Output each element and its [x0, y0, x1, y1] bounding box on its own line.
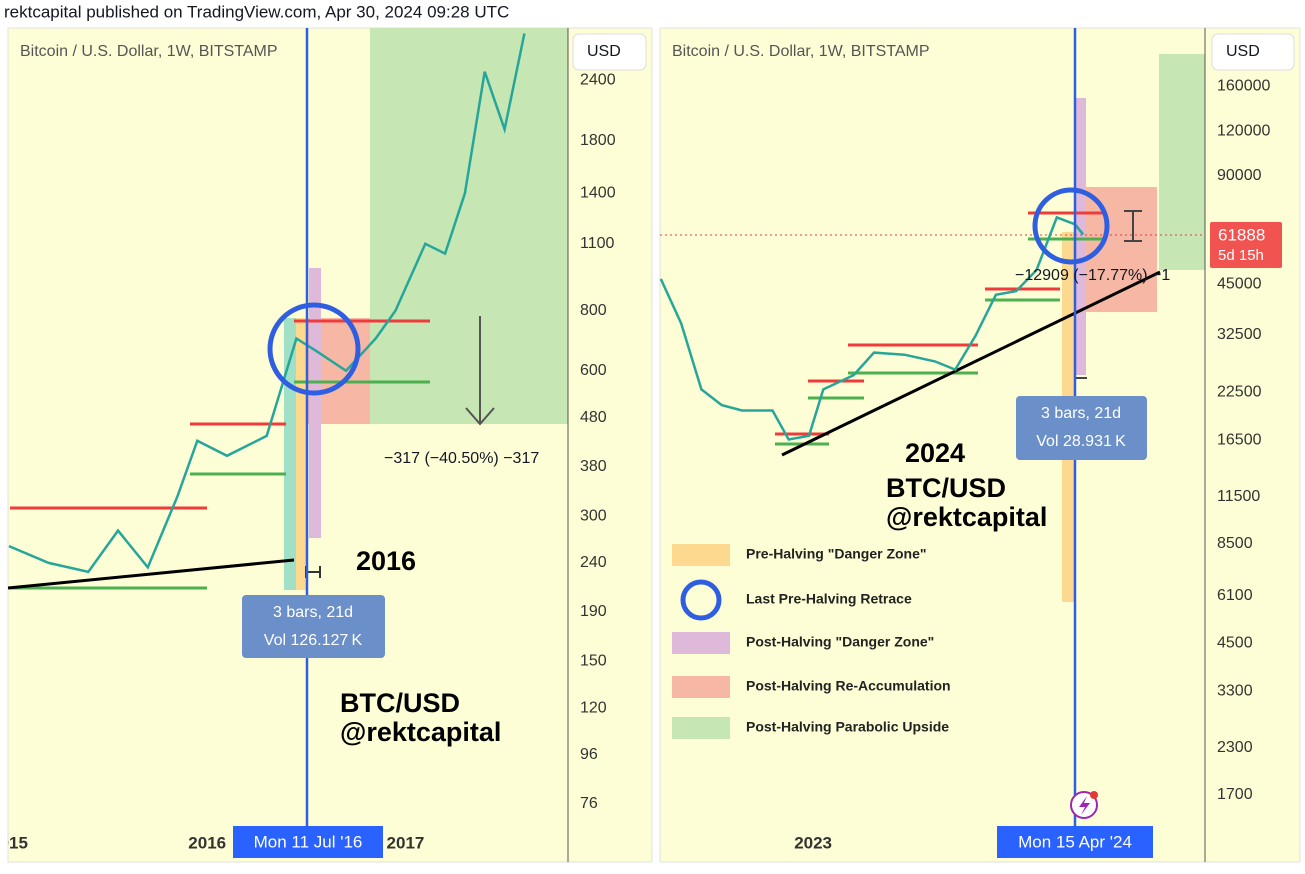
retrace-circle: [1032, 187, 1110, 265]
measure-arrow: [465, 407, 495, 426]
date-box: [997, 826, 1153, 858]
info-box: [1016, 396, 1147, 460]
bars-label: 3 bars, 21d: [273, 604, 353, 621]
y-tick-label: 380: [580, 458, 607, 475]
legend-swatch: [672, 544, 730, 566]
y-tick-label: 4500: [1217, 634, 1253, 651]
retrace-circle: [267, 302, 361, 396]
y-tick-label: 8500: [1217, 535, 1253, 552]
measure: [1124, 210, 1142, 242]
volume-label: Vol 28.931 K: [1036, 433, 1126, 450]
y-tick-label: 2400: [580, 72, 616, 89]
zone: [296, 318, 307, 590]
trend-line: [8, 558, 295, 590]
author-label: @rektcapital: [340, 717, 501, 747]
y-tick-label: 2300: [1217, 739, 1253, 756]
zone: [1075, 98, 1086, 375]
y-tick-label: 800: [580, 302, 607, 319]
price-tag: [1210, 222, 1282, 268]
info-box: [242, 595, 385, 658]
currency-box: [572, 33, 647, 71]
y-tick-label: 190: [580, 603, 607, 620]
legend-swatch: [672, 632, 730, 654]
legend-label: Post-Halving Parabolic Upside: [746, 719, 949, 735]
y-tick-label: 240: [580, 554, 607, 571]
y-tick-label: 22500: [1217, 383, 1262, 400]
zone: [370, 28, 568, 424]
header: rektcapital published on TradingView.com…: [4, 2, 509, 21]
year-label: 2024: [905, 438, 965, 468]
y-tick-label: 120: [580, 699, 607, 716]
x-tick-label: 2023: [794, 833, 832, 852]
zone: [309, 268, 321, 538]
y-tick-label: 1100: [580, 235, 615, 252]
currency: USD: [1226, 43, 1260, 60]
x-tick-label: 2016: [188, 833, 226, 852]
currency: USD: [587, 43, 621, 60]
panel-title: Bitcoin / U.S. Dollar, 1W, BITSTAMP: [672, 43, 930, 60]
y-tick-label: 150: [580, 653, 607, 670]
legend-label: Last Pre-Halving Retrace: [746, 591, 912, 607]
right-zones: [660, 28, 1205, 826]
measure-label: −317 (−40.50%) −317: [384, 450, 539, 467]
y-tick-label: 45000: [1217, 275, 1262, 292]
y-tick-label: 96: [580, 746, 598, 763]
legend-label: Post-Halving "Danger Zone": [746, 634, 934, 650]
y-tick-label: 160000: [1217, 77, 1270, 94]
legend-label: Post-Halving Re-Accumulation: [746, 678, 951, 694]
y-tick-label: 32500: [1217, 326, 1262, 343]
year-label: 2016: [356, 546, 416, 576]
y-tick-label: 90000: [1217, 167, 1262, 184]
x-tick-label: 2017: [387, 833, 425, 852]
last-price: 61888: [1218, 225, 1265, 244]
bars-label: 3 bars, 21d: [1041, 405, 1121, 422]
date-box: [233, 826, 383, 858]
panel-title: Bitcoin / U.S. Dollar, 1W, BITSTAMP: [20, 43, 278, 60]
legend-swatch: [680, 579, 722, 621]
y-tick-label: 300: [580, 507, 607, 524]
y-tick-label: 480: [580, 409, 607, 426]
y-tick-label: 600: [580, 362, 607, 379]
y-tick-label: 6100: [1217, 587, 1253, 604]
crosshair-date: Mon 15 Apr '24: [1018, 832, 1132, 851]
legend-swatch: [672, 676, 730, 698]
volume-label: Vol 126.127 K: [264, 632, 363, 649]
zone: [1075, 187, 1157, 312]
measure-label: −12909 (−17.77%) −1: [1015, 267, 1170, 284]
y-tick-label: 16500: [1217, 432, 1262, 449]
price-line-series: [660, 215, 1085, 441]
crosshair-date: Mon 11 Jul '16: [254, 832, 363, 851]
countdown: 5d 15h: [1218, 247, 1264, 264]
y-tick-label: 120000: [1217, 122, 1270, 139]
currency-box: [1211, 33, 1295, 71]
y-tick-label: 1800: [580, 132, 616, 149]
legend-swatch: [672, 717, 730, 739]
legend-label: Pre-Halving "Danger Zone": [746, 546, 927, 562]
y-tick-label: 76: [580, 795, 598, 812]
zone: [1159, 54, 1205, 270]
pair-label: BTC/USD: [340, 688, 460, 718]
y-tick-label: 3300: [1217, 683, 1253, 700]
y-tick-label: 1700: [1217, 786, 1253, 803]
y-tick-label: 1400: [580, 184, 616, 201]
event-dot: [1090, 791, 1098, 799]
y-tick-label: 11500: [1217, 488, 1260, 505]
pair-label: BTC/USD: [886, 473, 1006, 503]
event-icon-bolt: [1079, 796, 1090, 815]
left-zones: [8, 28, 568, 826]
author-label: @rektcapital: [886, 502, 1047, 532]
trend-line: [781, 270, 1161, 457]
